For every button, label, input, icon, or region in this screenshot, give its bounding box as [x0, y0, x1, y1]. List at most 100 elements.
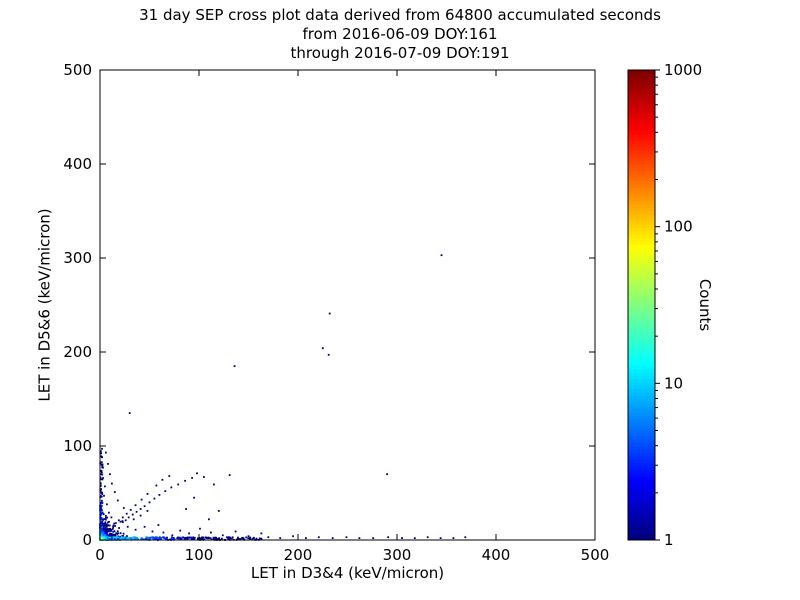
- data-point: [247, 537, 250, 540]
- data-point: [113, 522, 116, 525]
- data-point: [102, 529, 105, 531]
- data-point: [109, 533, 112, 536]
- data-point: [125, 512, 128, 515]
- data-point: [233, 365, 236, 367]
- data-point: [100, 495, 103, 498]
- colorbar-slice: [628, 254, 655, 259]
- data-point: [237, 538, 240, 541]
- data-point: [114, 522, 117, 524]
- colorbar-slice: [628, 89, 655, 94]
- data-point: [109, 473, 111, 476]
- data-point: [112, 530, 115, 533]
- data-point: [146, 538, 149, 541]
- data-point: [229, 537, 231, 539]
- colorbar-slice: [628, 405, 655, 410]
- data-point: [179, 529, 182, 532]
- data-point: [104, 523, 107, 525]
- data-point: [100, 504, 103, 507]
- data-point: [238, 538, 241, 540]
- y-tick-label: 400: [63, 155, 92, 173]
- colorbar-slice: [628, 344, 655, 349]
- y-tick-label: 0: [82, 531, 92, 549]
- data-point: [207, 537, 210, 540]
- colorbar-slice: [628, 331, 655, 336]
- data-point: [99, 491, 102, 494]
- data-point: [101, 502, 104, 504]
- data-point: [161, 478, 164, 481]
- data-point: [100, 492, 103, 494]
- data-point: [372, 537, 375, 539]
- data-point: [121, 521, 124, 523]
- colorbar-slice: [628, 311, 655, 316]
- data-point: [100, 508, 103, 511]
- colorbar-slice: [628, 469, 655, 474]
- data-point: [151, 530, 154, 533]
- data-point: [108, 534, 111, 537]
- data-point: [101, 512, 103, 515]
- data-point: [100, 506, 102, 509]
- data-point: [107, 535, 110, 537]
- colorbar-slice: [628, 408, 655, 413]
- colorbar-label-wrap: Counts: [694, 70, 716, 540]
- data-point: [213, 538, 215, 541]
- data-point: [106, 525, 108, 528]
- x-tick-label: 300: [383, 546, 412, 564]
- data-point: [129, 537, 131, 539]
- data-point: [143, 505, 146, 508]
- data-point: [99, 482, 102, 485]
- data-point: [121, 520, 124, 522]
- data-point: [260, 537, 263, 540]
- data-point: [101, 531, 103, 534]
- data-point: [113, 538, 116, 540]
- data-point: [186, 538, 189, 540]
- data-point: [149, 536, 151, 539]
- data-point: [100, 533, 102, 536]
- colorbar-slice: [628, 509, 655, 514]
- colorbar-slice: [628, 257, 655, 262]
- colorbar-slice: [628, 76, 655, 81]
- data-point: [121, 516, 124, 519]
- colorbar-slice: [628, 378, 655, 383]
- data-point: [231, 537, 233, 540]
- data-point: [208, 518, 210, 521]
- data-point: [105, 536, 108, 539]
- colorbar-slice: [628, 519, 655, 524]
- plot-frame: [99, 69, 596, 541]
- data-point: [251, 538, 254, 540]
- data-point: [101, 518, 104, 521]
- colorbar-slice: [628, 180, 655, 185]
- colorbar-slice: [628, 207, 655, 212]
- data-point: [101, 493, 104, 495]
- data-point: [440, 254, 443, 257]
- colorbar-slice: [628, 271, 655, 276]
- data-point: [116, 533, 119, 535]
- colorbar-slice: [628, 449, 655, 454]
- data-point: [144, 538, 146, 541]
- colorbar-slice: [628, 321, 655, 326]
- colorbar-slice: [628, 156, 655, 161]
- colorbar-slice: [628, 267, 655, 272]
- data-point: [102, 513, 105, 516]
- data-point: [135, 510, 138, 513]
- colorbar-slice: [628, 422, 655, 427]
- data-point: [179, 537, 182, 540]
- colorbar-slice: [628, 435, 655, 440]
- data-point: [121, 537, 124, 540]
- data-point: [115, 538, 117, 540]
- data-point: [249, 537, 251, 540]
- colorbar-slice: [628, 425, 655, 430]
- data-point: [249, 536, 252, 539]
- y-axis-label: LET in D5&6 (keV/micron): [36, 208, 55, 402]
- colorbar-slice: [628, 167, 655, 172]
- data-point: [100, 461, 103, 464]
- colorbar-slice: [628, 438, 655, 443]
- colorbar-slice: [628, 264, 655, 269]
- colorbar-slice: [628, 398, 655, 403]
- data-point: [101, 456, 103, 459]
- data-point: [113, 491, 116, 493]
- data-point: [123, 537, 125, 539]
- colorbar-slice: [628, 217, 655, 222]
- colorbar-slice: [628, 395, 655, 400]
- data-point: [101, 465, 104, 467]
